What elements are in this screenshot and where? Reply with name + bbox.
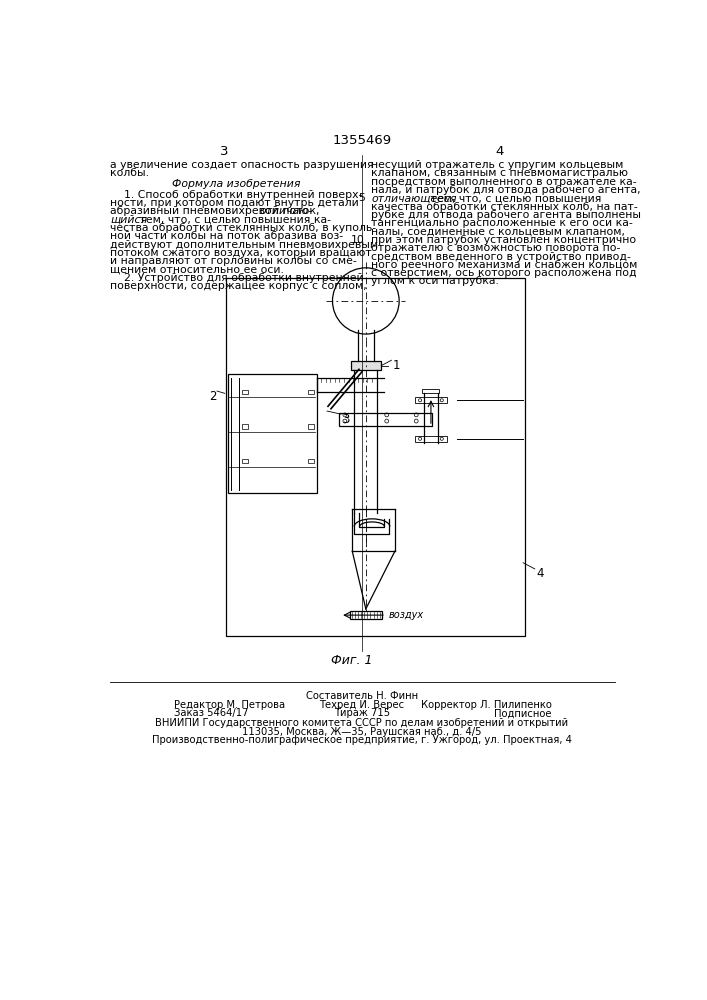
- Text: ного реечного механизма и снабжен кольцом: ного реечного механизма и снабжен кольцо…: [371, 260, 638, 270]
- Text: Техред И. Верес: Техред И. Верес: [320, 700, 404, 710]
- Text: Подписное: Подписное: [494, 708, 552, 718]
- Text: 1. Способ обработки внутренней поверх-: 1. Способ обработки внутренней поверх-: [110, 190, 363, 200]
- Text: ВНИИПИ Государственного комитета СССР по делам изобретений и открытий: ВНИИПИ Государственного комитета СССР по…: [156, 718, 568, 728]
- Bar: [242, 459, 248, 463]
- Text: щением относительно ее оси.: щением относительно ее оси.: [110, 264, 284, 274]
- Text: колбы.: колбы.: [110, 168, 149, 178]
- Text: ности, при котором подают внутрь детали: ности, при котором подают внутрь детали: [110, 198, 359, 208]
- Text: потоком сжатого воздуха, который вращают: потоком сжатого воздуха, который вращают: [110, 248, 372, 258]
- Text: отличающееся: отличающееся: [371, 193, 457, 203]
- Text: клапаном, связанным с пневмомагистралью: клапаном, связанным с пневмомагистралью: [371, 168, 629, 178]
- Bar: [228, 374, 317, 493]
- Text: поверхности, содержащее корпус с соплом,: поверхности, содержащее корпус с соплом,: [110, 281, 367, 291]
- Text: тем, что, с целью повышения ка-: тем, что, с целью повышения ка-: [136, 215, 331, 225]
- Text: при этом патрубок установлен концентрично: при этом патрубок установлен концентричн…: [371, 235, 636, 245]
- Text: абразивный пневмовихревой поток,: абразивный пневмовихревой поток,: [110, 206, 323, 216]
- Bar: [339, 413, 432, 426]
- Bar: [414, 436, 448, 442]
- Text: тангенциально расположенные к его оси ка-: тангенциально расположенные к его оси ка…: [371, 218, 633, 228]
- Text: щийся: щийся: [110, 215, 147, 225]
- Text: Формула изобретения: Формула изобретения: [172, 179, 300, 189]
- Text: несущий отражатель с упругим кольцевым: несущий отражатель с упругим кольцевым: [371, 160, 624, 170]
- Bar: [308, 389, 314, 394]
- Text: ной части колбы на поток абразива воз-: ной части колбы на поток абразива воз-: [110, 231, 343, 241]
- Text: тем, что, с целью повышения: тем, что, с целью повышения: [427, 193, 602, 203]
- Bar: [349, 611, 382, 619]
- Bar: [308, 459, 314, 463]
- Text: 3: 3: [343, 413, 350, 426]
- Bar: [308, 424, 314, 429]
- Text: 2. Устройство для обработки внутренней: 2. Устройство для обработки внутренней: [110, 273, 363, 283]
- Text: налы, соединенные с кольцевым клапаном,: налы, соединенные с кольцевым клапаном,: [371, 227, 625, 237]
- Text: 1355469: 1355469: [332, 134, 392, 147]
- Text: 10: 10: [351, 235, 365, 245]
- Bar: [351, 361, 380, 370]
- Text: Тираж 715: Тираж 715: [334, 708, 390, 718]
- Text: рубке для отвода рабочего агента выполнены: рубке для отвода рабочего агента выполне…: [371, 210, 641, 220]
- Text: 4: 4: [537, 567, 544, 580]
- Text: углом к оси патрубка.: углом к оси патрубка.: [371, 276, 499, 286]
- Text: 4: 4: [495, 145, 503, 158]
- Bar: [414, 397, 448, 403]
- Text: Составитель Н. Финн: Составитель Н. Финн: [306, 691, 418, 701]
- Text: средством введенного в устройство привод-: средством введенного в устройство привод…: [371, 252, 631, 262]
- Bar: [422, 389, 440, 393]
- Text: 113035, Москва, Ж—35, Раушская наб., д. 4/5: 113035, Москва, Ж—35, Раушская наб., д. …: [243, 727, 481, 737]
- Text: отражателю с возможностью поворота по-: отражателю с возможностью поворота по-: [371, 243, 621, 253]
- Bar: [242, 389, 248, 394]
- Text: отличаю-: отличаю-: [259, 206, 312, 216]
- Text: действуют дополнительным пневмовихревым: действуют дополнительным пневмовихревым: [110, 240, 378, 250]
- Bar: [226, 278, 525, 636]
- Text: чества обработки стеклянных колб, в куполь-: чества обработки стеклянных колб, в купо…: [110, 223, 376, 233]
- Text: с отверстием, ось которого расположена под: с отверстием, ось которого расположена п…: [371, 268, 637, 278]
- Text: посредством выполненного в отражателе ка-: посредством выполненного в отражателе ка…: [371, 177, 637, 187]
- Bar: [242, 424, 248, 429]
- Text: Фиг. 1: Фиг. 1: [331, 654, 373, 667]
- Text: а увеличение создает опасность разрушения: а увеличение создает опасность разрушени…: [110, 160, 374, 170]
- Text: 2: 2: [209, 389, 217, 402]
- Text: воздух: воздух: [388, 610, 423, 620]
- Text: нала, и патрубок для отвода рабочего агента,: нала, и патрубок для отвода рабочего аге…: [371, 185, 641, 195]
- Text: 1: 1: [392, 359, 399, 372]
- Text: Редактор М. Петрова: Редактор М. Петрова: [174, 700, 285, 710]
- Text: Заказ 5464/17: Заказ 5464/17: [174, 708, 248, 718]
- Text: Корректор Л. Пилипенко: Корректор Л. Пилипенко: [421, 700, 552, 710]
- Text: Производственно-полиграфическое предприятие, г. Ужгород, ул. Проектная, 4: Производственно-полиграфическое предприя…: [152, 735, 572, 745]
- Text: 5: 5: [358, 193, 365, 203]
- Text: и направляют от горловины колбы со сме-: и направляют от горловины колбы со сме-: [110, 256, 357, 266]
- Text: 3: 3: [220, 145, 228, 158]
- Text: качества обработки стеклянных колб, на пат-: качества обработки стеклянных колб, на п…: [371, 202, 638, 212]
